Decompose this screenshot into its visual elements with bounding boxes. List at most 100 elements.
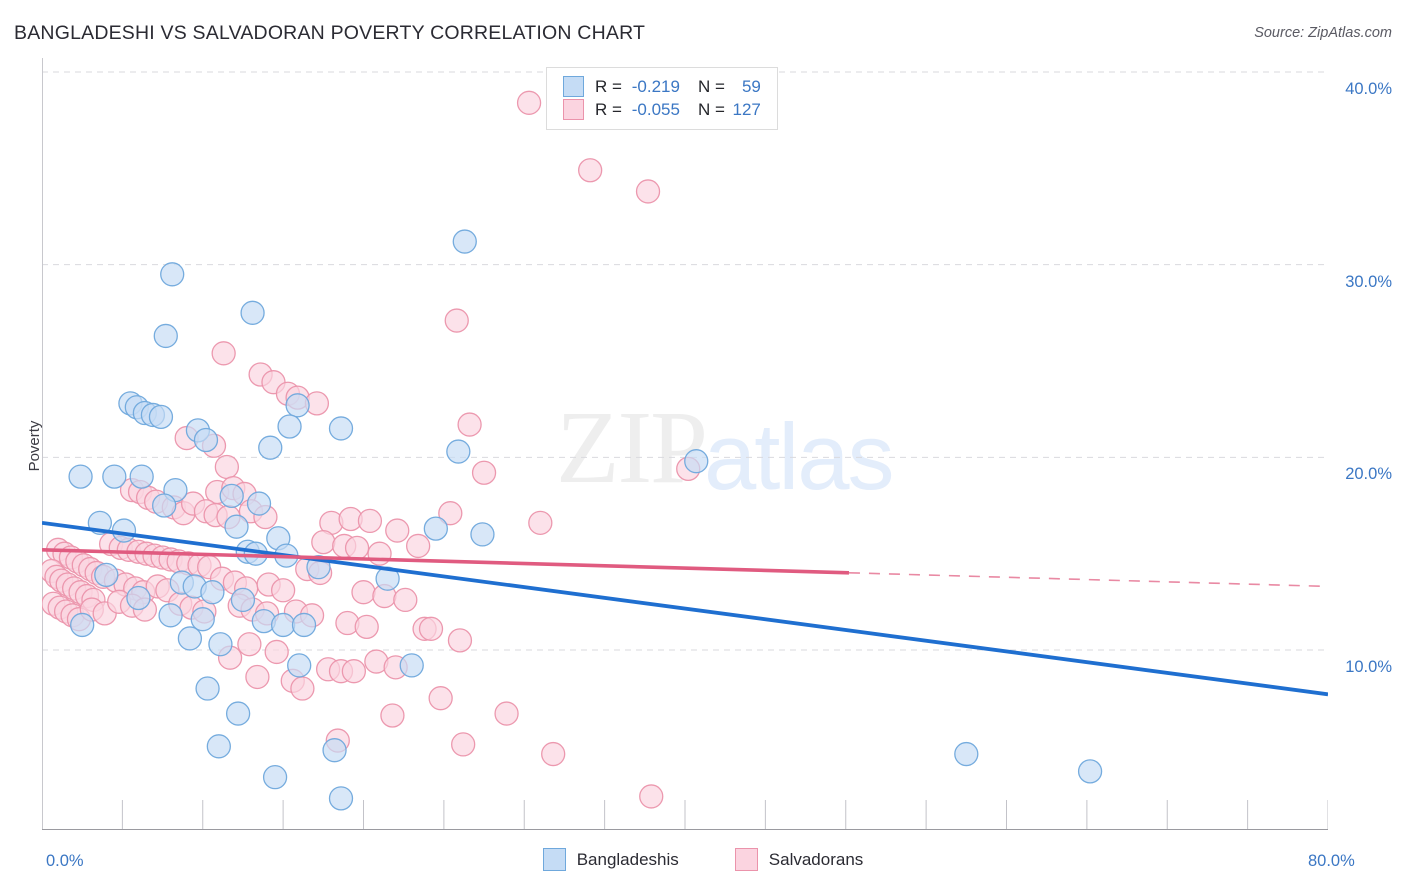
data-point	[405, 533, 431, 559]
legend-item-bangladeshis[interactable]: Bangladeshis	[542, 848, 679, 871]
data-point	[344, 535, 370, 561]
data-point	[444, 308, 469, 333]
data-point	[470, 522, 495, 547]
data-point	[351, 580, 376, 605]
data-point	[322, 738, 347, 763]
r-value-bangladeshis: -0.219	[631, 76, 680, 96]
series-legend: Bangladeshis Salvadorans	[0, 848, 1406, 871]
trendline-salvadorans-solid	[42, 548, 850, 575]
trendlines-group	[42, 520, 1328, 697]
y-axis-tick-label: 20.0%	[1345, 465, 1392, 484]
data-point	[447, 628, 473, 653]
y-axis-tick-label: 10.0%	[1345, 658, 1392, 676]
y-axis-tick-label: 30.0%	[1345, 272, 1392, 291]
scatter-plot-svg	[42, 58, 1328, 830]
data-point	[452, 229, 477, 254]
data-point	[246, 491, 272, 516]
data-point	[385, 518, 410, 543]
legend-label-salvadorans: Salvadorans	[768, 849, 864, 869]
data-point	[285, 393, 310, 418]
data-point	[451, 732, 476, 757]
data-point	[1077, 759, 1103, 784]
data-point	[528, 510, 553, 535]
data-point	[380, 703, 405, 728]
data-point	[635, 179, 661, 204]
data-point	[287, 653, 312, 678]
source-attribution: Source: ZipAtlas.com	[1254, 25, 1392, 41]
trendline-bangladeshis	[42, 520, 1328, 697]
data-point	[367, 541, 392, 566]
data-point	[428, 686, 453, 711]
data-point	[153, 323, 178, 349]
bangladeshis-points-group	[68, 229, 1103, 811]
data-point	[277, 414, 302, 439]
stats-row-bangladeshis[interactable]: R = -0.219 N = 59	[563, 75, 761, 98]
data-point	[94, 562, 119, 588]
data-point	[516, 90, 542, 115]
data-point	[262, 765, 288, 790]
data-point	[393, 587, 418, 613]
data-point	[328, 786, 354, 811]
data-point	[177, 626, 203, 651]
data-point	[270, 578, 296, 603]
bangladeshis-color-swatch	[563, 76, 584, 97]
data-point	[291, 612, 317, 638]
salvadorans-points-group	[42, 90, 701, 809]
data-point	[148, 404, 174, 430]
data-point	[129, 464, 154, 489]
data-point	[264, 639, 289, 665]
data-point	[418, 616, 444, 641]
salvadorans-color-swatch	[563, 99, 584, 120]
x-axis-max-label: 80.0%	[1308, 852, 1355, 870]
data-point	[354, 614, 379, 640]
n-label-salvadorans: N =	[697, 99, 725, 119]
data-point	[211, 341, 236, 366]
data-point	[639, 784, 664, 809]
page-title: BANGLADESHI VS SALVADORAN POVERTY CORREL…	[14, 22, 646, 44]
data-point	[195, 676, 220, 701]
correlation-stats-legend: R = -0.219 N = 59 R = -0.055 N = 127	[546, 67, 778, 130]
data-point	[158, 603, 183, 628]
x-axis-min-label: 0.0%	[46, 852, 84, 870]
data-point	[258, 435, 283, 460]
y-axis-title: Poverty	[25, 420, 43, 472]
data-point	[311, 529, 336, 555]
data-point	[208, 632, 233, 657]
data-point	[219, 483, 244, 509]
data-point	[224, 514, 249, 539]
data-point	[200, 580, 225, 605]
x-tick-marks-group	[121, 800, 1328, 829]
data-point	[230, 587, 256, 613]
data-point	[341, 659, 367, 684]
data-point	[190, 607, 215, 632]
data-point	[578, 158, 603, 183]
data-point	[245, 664, 270, 690]
data-point	[471, 460, 497, 485]
legend-swatch-bangladeshis	[542, 848, 566, 871]
stats-row-salvadorans[interactable]: R = -0.055 N = 127	[563, 98, 761, 121]
data-point	[237, 632, 262, 657]
n-value-bangladeshis: 59	[741, 76, 761, 96]
n-value-salvadorans: 127	[732, 99, 761, 119]
data-point	[270, 612, 296, 638]
data-point	[541, 741, 566, 767]
r-label-bangladeshis: R =	[595, 76, 622, 96]
data-point	[206, 734, 231, 759]
y-axis-tick-label: 40.0%	[1345, 80, 1392, 98]
data-point	[494, 701, 519, 726]
data-point	[68, 464, 93, 489]
data-point	[193, 427, 219, 453]
data-point	[457, 412, 482, 437]
legend-item-salvadorans[interactable]: Salvadorans	[734, 848, 864, 871]
r-value-salvadorans: -0.055	[631, 99, 680, 119]
trendline-salvadorans-dashed	[848, 571, 1328, 588]
data-point	[423, 516, 448, 541]
data-point	[438, 501, 463, 526]
data-point	[328, 416, 354, 441]
gridlines-group	[42, 71, 1328, 651]
data-point	[225, 701, 251, 726]
plot-area	[42, 58, 1328, 830]
data-point	[160, 262, 185, 287]
data-point	[290, 676, 315, 701]
